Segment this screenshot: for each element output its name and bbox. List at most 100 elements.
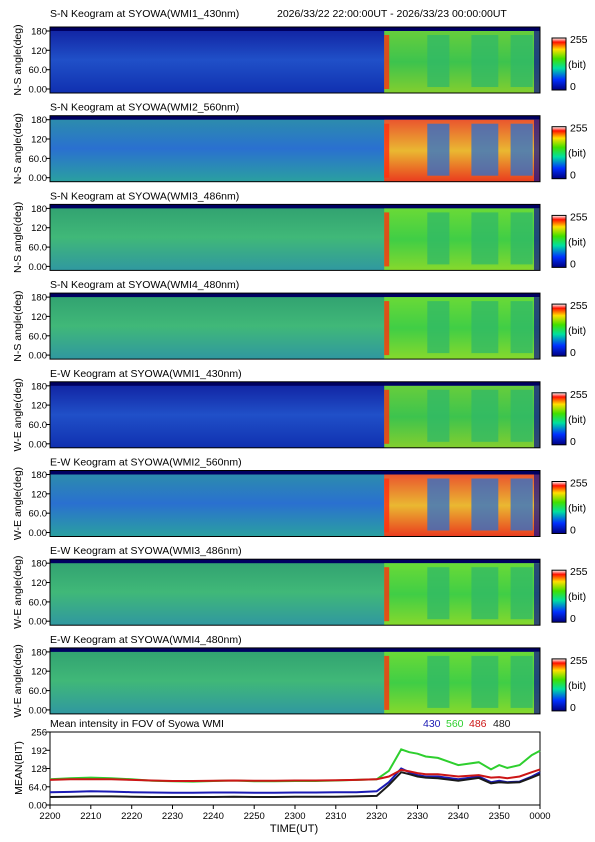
colorbar-max-label: 255 [570,566,588,578]
y-tick-label: 60.0 [29,509,48,520]
aurora-gap [471,301,499,354]
keogram-frame [49,558,541,626]
y-tick-label: 64.0 [29,782,48,793]
y-tick-label: 60.0 [29,420,48,431]
y-tick-label: 0.00 [29,351,48,362]
colorbar [551,303,567,357]
aurora-gap [427,567,450,620]
keogram-mask-band [50,27,540,31]
colorbar-max-label: 255 [570,655,588,667]
colorbar-max-label: 255 [570,478,588,490]
keogram-title: E-W Keogram at SYOWA(WMI4_480nm) [50,634,242,646]
y-tick-label: 0.00 [29,705,48,716]
y-tick-label: 180 [31,647,47,658]
x-tick-label: 2230 [162,811,183,822]
aurora-gap [510,567,533,620]
y-tick-label: 0.00 [29,85,48,96]
aurora-gap [471,567,499,620]
colorbar-max-label: 255 [570,211,588,223]
keogram-frame [49,381,541,449]
series-line-486 [49,768,541,782]
series-line-430 [49,767,541,794]
colorbar [551,214,567,268]
colorbar-unit-label: (bit) [568,236,586,248]
aurora-gap [471,389,499,442]
x-tick-label: 2340 [448,811,469,822]
y-tick-label: 0.00 [29,617,48,628]
aurora-gap [471,655,499,708]
aurora-gap [510,655,533,708]
aurora-gap [510,301,533,354]
y-tick-label: 60.0 [29,243,48,254]
y-tick-label: 0.00 [29,528,48,539]
colorbar-unit-label: (bit) [568,591,586,603]
keogram-panel: S-N Keogram at SYOWA(WMI2_560nm)180 120 60… [12,102,588,185]
keogram-frame [49,292,541,360]
onset-edge [384,655,390,710]
aurora-gap [427,301,450,354]
onset-edge [384,212,390,267]
keogram-y-axis-label: W-E angle(deg) [12,644,24,717]
x-tick-label: 2320 [366,811,387,822]
onset-edge [384,567,390,622]
keogram-frame [49,647,541,715]
colorbar [551,481,567,534]
colorbar-min-label: 0 [570,347,576,359]
keogram-y-axis-label: N-S angle(deg) [12,290,24,361]
keogram-title: S-N Keogram at SYOWA(WMI4_480nm) [50,279,239,291]
aurora-gap [427,478,450,531]
y-tick-label: 180 [31,27,47,38]
y-tick-label: 0.00 [29,173,48,184]
aurora-gap [471,123,499,176]
colorbar [551,569,567,623]
keogram-frame [49,115,541,183]
keogram-end-band [534,208,540,271]
x-tick-label: 0000 [529,811,550,822]
legend-entry-560: 560 [446,718,464,730]
keogram-y-axis-label: N-S angle(deg) [12,113,24,184]
aurora-gap [427,123,450,176]
y-tick-label: 128 [31,764,47,775]
x-tick-label: 2250 [244,811,265,822]
aurora-gap [427,212,450,265]
colorbar-min-label: 0 [570,81,576,93]
x-tick-label: 2350 [489,811,510,822]
y-tick-label: 0.00 [29,439,48,450]
y-tick-label: 180 [31,381,47,392]
keogram-panel: E-W Keogram at SYOWA(WMI4_480nm)180 120 60… [12,634,588,718]
y-tick-label: 120 [31,312,47,323]
aurora-gap [510,123,533,176]
y-tick-label: 120 [31,135,47,146]
keogram-title: E-W Keogram at SYOWA(WMI2_560nm) [50,457,242,469]
y-tick-label: 120 [31,489,47,500]
colorbar-unit-label: (bit) [568,59,586,71]
colorbar-max-label: 255 [570,389,588,401]
y-tick-label: 180 [31,293,47,304]
y-tick-label: 60.0 [29,331,48,342]
colorbar-min-label: 0 [570,525,576,537]
keogram-title: E-W Keogram at SYOWA(WMI3_486nm) [50,545,242,557]
colorbar-min-label: 0 [570,702,576,714]
keogram-end-band [534,385,540,448]
y-tick-label: 120 [31,401,47,412]
aurora-gap [510,389,533,442]
keogram-panels: S-N Keogram at SYOWA(WMI1_430nm)18012060… [12,8,588,718]
y-tick-label: 60.0 [29,686,48,697]
keogram-y-axis-label: W-E angle(deg) [12,556,24,629]
keogram-end-band [534,563,540,626]
y-tick-label: 0.00 [29,262,48,273]
legend-entry-480: 480 [493,718,511,730]
aurora-gap [471,478,499,531]
y-tick-label: 120 [31,578,47,589]
aurora-gap [510,212,533,265]
onset-edge [384,301,390,356]
keogram-title: S-N Keogram at SYOWA(WMI2_560nm) [50,102,239,114]
colorbar-unit-label: (bit) [568,503,586,515]
colorbar [551,126,567,180]
keogram-mask-band [50,204,540,209]
time-range-header: 2026/33/22 22:00:00UT - 2026/33/23 00:00… [277,8,507,20]
x-tick-label: 2210 [80,811,101,822]
y-tick-label: 180 [31,470,47,481]
keogram-end-band [534,651,540,714]
